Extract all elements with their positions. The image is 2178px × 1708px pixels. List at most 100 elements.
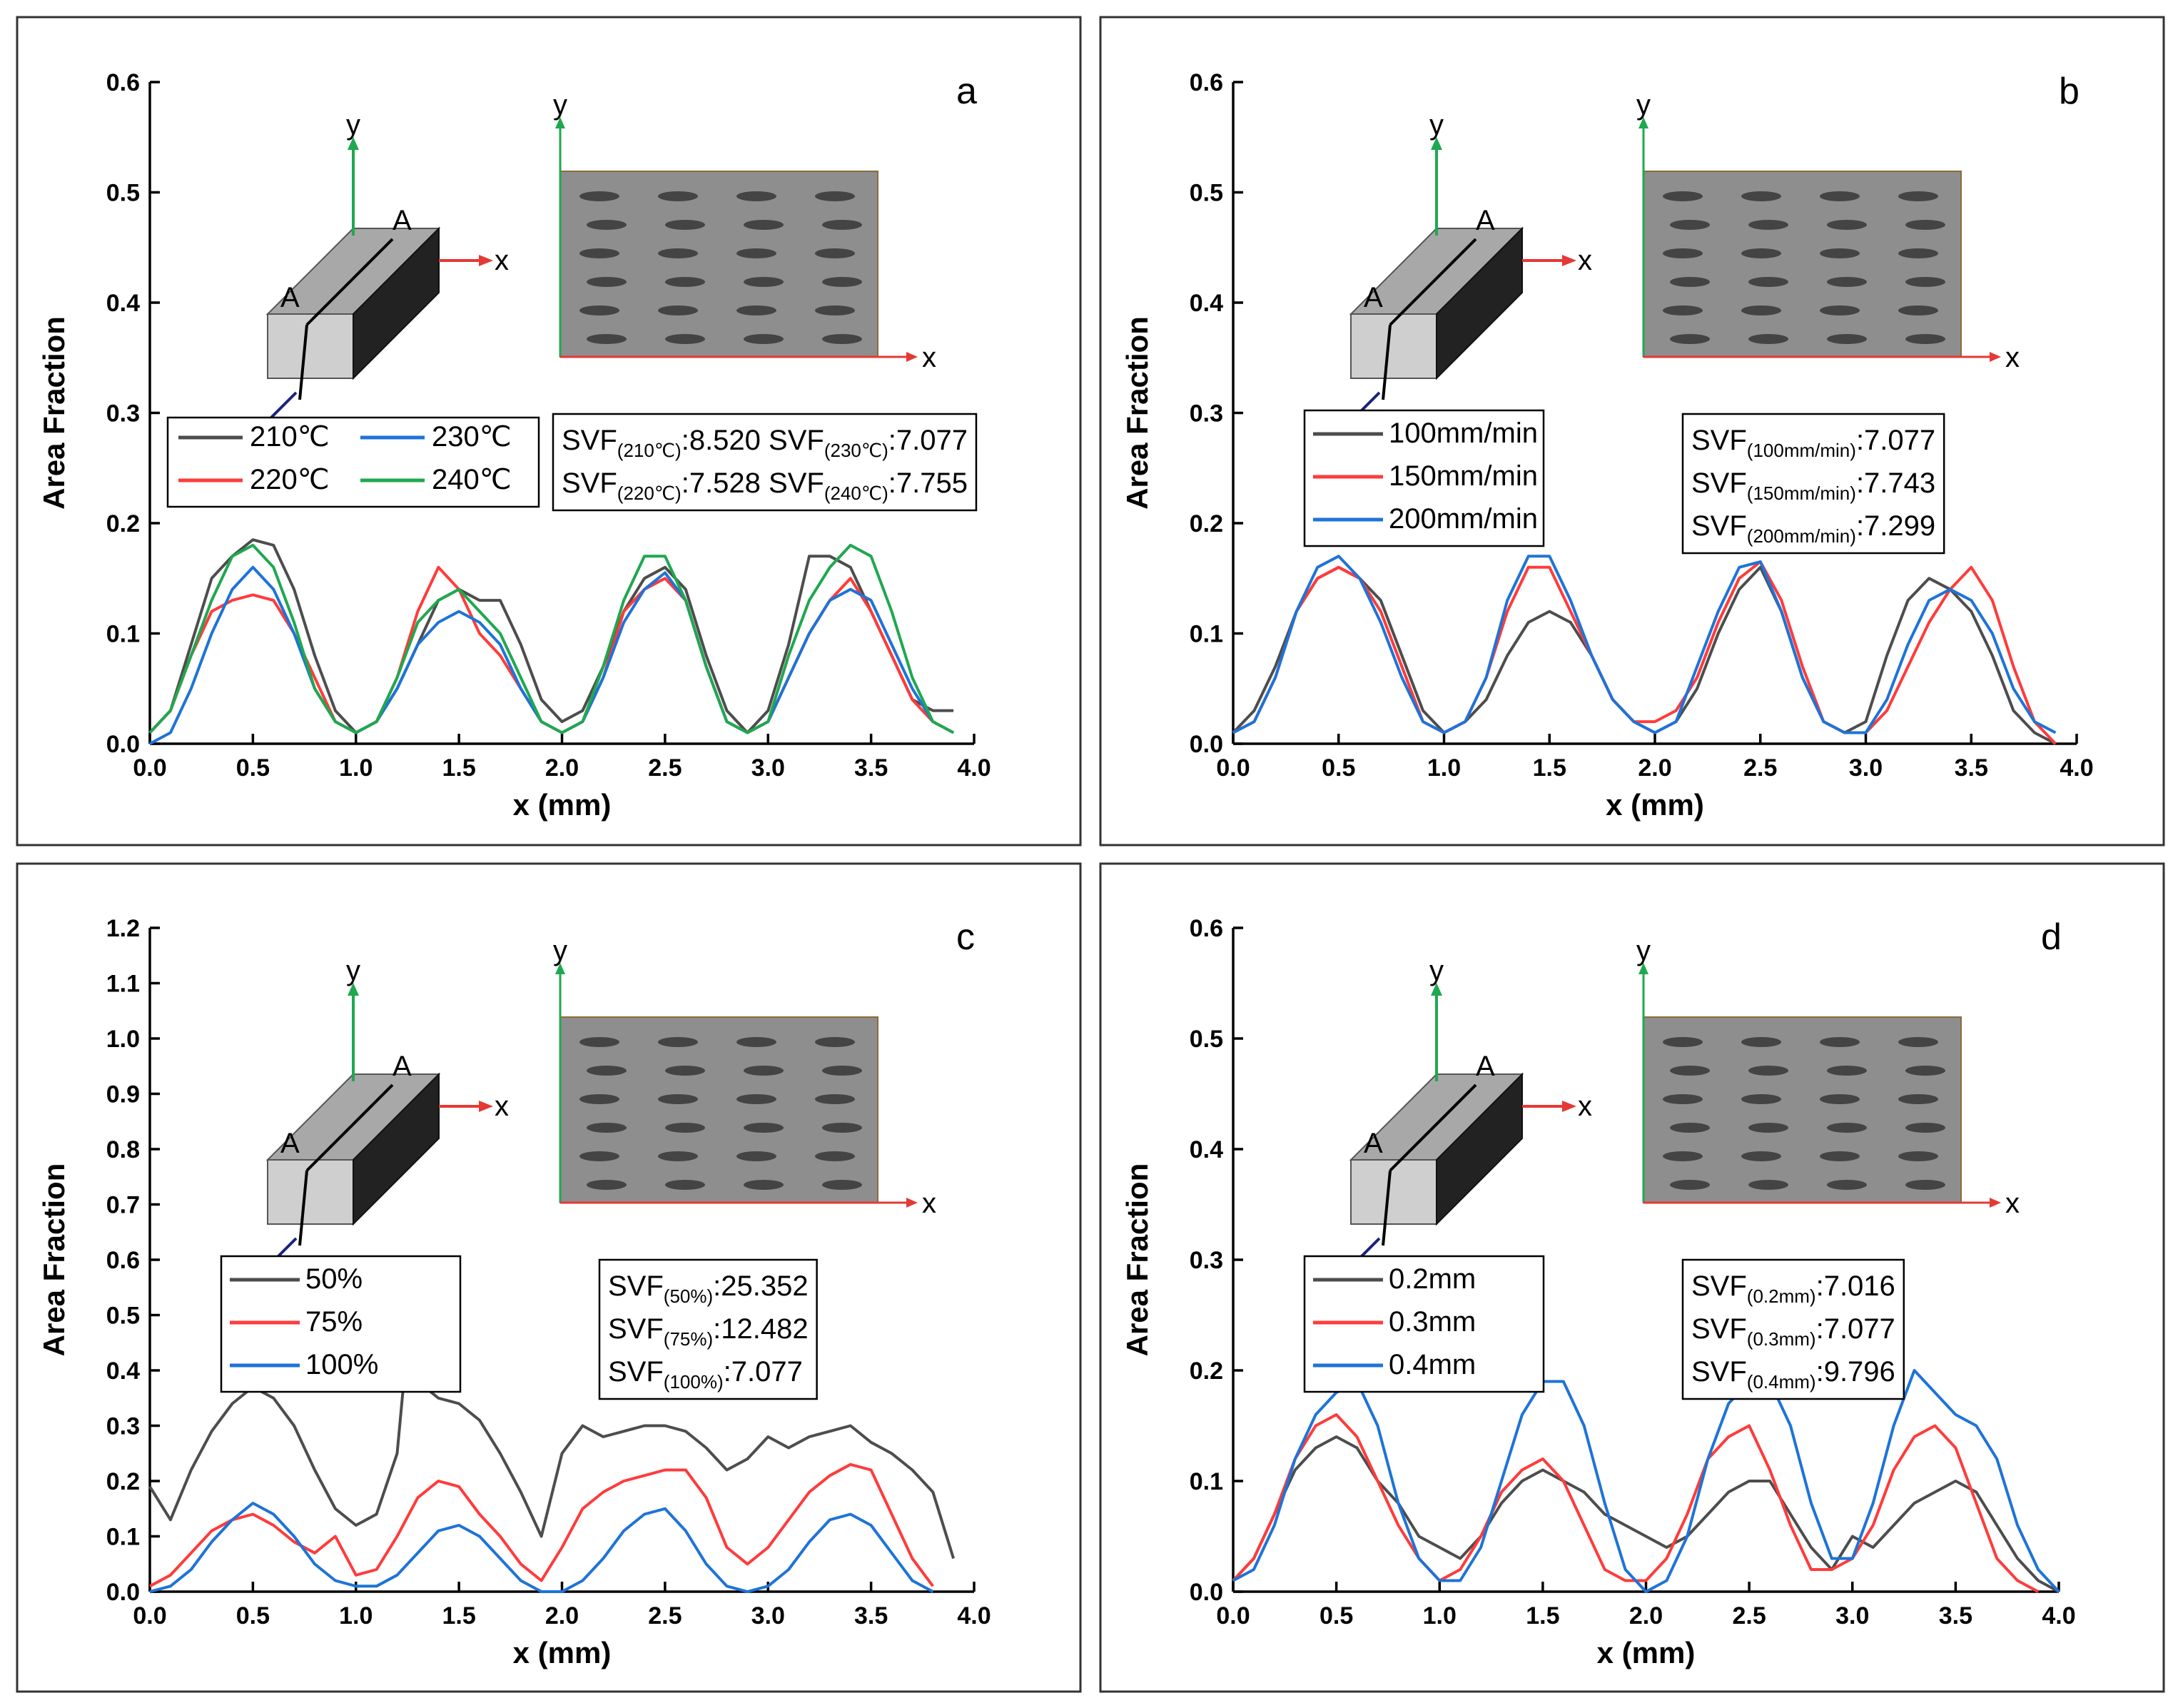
x-axis-label: x — [1578, 1091, 1592, 1122]
pore-mark — [665, 1066, 705, 1076]
panel-frame — [1099, 16, 2165, 847]
section-label-a: A — [280, 1128, 300, 1159]
pore-mark — [815, 248, 855, 258]
series-line — [148, 543, 955, 734]
pore-mark — [579, 1151, 619, 1161]
block-front-face — [267, 1159, 354, 1225]
svf-line: SVF(50%):25.352 — [608, 1270, 809, 1307]
pore-mark — [1898, 1151, 1938, 1161]
svf-value: :7.743 — [1856, 468, 1935, 499]
svf-line: SVF(200mm/min):7.299 — [1691, 510, 1935, 547]
y-tick-label: 0.9 — [106, 1081, 140, 1108]
pore-mark — [1748, 220, 1788, 230]
pore-mark — [815, 1094, 855, 1104]
micrograph-x-label: x — [2005, 1188, 2020, 1219]
pore-mark — [1898, 305, 1938, 315]
x-axis-arrowhead — [479, 255, 493, 266]
pore-mark — [1827, 1123, 1867, 1133]
pore-mark — [744, 277, 784, 287]
x-tick-label: 0.0 — [133, 1602, 166, 1629]
pore-mark — [579, 248, 619, 258]
section-line — [305, 238, 394, 326]
panel-letter: a — [956, 71, 977, 112]
legend-label: 75% — [305, 1306, 363, 1338]
micrograph-x-arrowhead — [1990, 352, 2001, 362]
pore-mark — [587, 1123, 627, 1133]
micrograph-y-label: y — [553, 89, 567, 121]
micrograph-image — [1643, 1016, 1962, 1203]
series-line — [149, 565, 955, 745]
series-line — [1232, 1369, 2060, 1593]
pore-mark — [1905, 1066, 1945, 1076]
y-tick-label: 0.3 — [106, 400, 140, 428]
block-front-face — [1350, 1159, 1437, 1225]
y-tick-label: 0.1 — [1190, 621, 1223, 648]
legend-label: 240℃ — [432, 464, 512, 495]
legend: 0.2mm 0.3mm 0.4mm — [1303, 1255, 1545, 1393]
micrograph-x-arrowhead — [906, 1198, 918, 1208]
x-tick-label: 1.0 — [339, 754, 373, 782]
svf-line: SVF(210℃):8.520 SVF(230℃):7.077 — [562, 425, 968, 461]
pore-mark — [1663, 191, 1703, 201]
svf-value: :12.482 — [713, 1313, 808, 1345]
micrograph-inset: yx — [1636, 89, 2020, 373]
svf-label: SVF — [1691, 468, 1747, 499]
pore-mark — [665, 277, 705, 287]
svf-value: :7.528 — [682, 468, 761, 499]
y-axis-label: y — [1429, 109, 1444, 141]
y-tick-label: 0.4 — [106, 1358, 140, 1385]
y-tick-label: 0.5 — [106, 1303, 140, 1330]
svf-subscript: (100mm/min) — [1747, 440, 1856, 461]
x-tick-label: 2.0 — [1629, 1602, 1663, 1629]
x-tick-label: 1.5 — [442, 1602, 475, 1629]
pore-mark — [815, 1037, 855, 1047]
svf-value: :7.077 — [1856, 425, 1935, 456]
pore-mark — [587, 277, 627, 287]
y-tick-label: 0.6 — [106, 69, 140, 96]
legend-box — [166, 416, 540, 508]
pore-mark — [744, 220, 784, 230]
pore-mark — [1663, 1151, 1703, 1161]
panel-letter: c — [956, 916, 975, 958]
svf-value: :8.520 — [682, 425, 761, 456]
y-tick-label: 0.5 — [1190, 180, 1223, 207]
micrograph-x-arrowhead — [906, 352, 918, 362]
x-tick-label: 2.5 — [1743, 754, 1777, 782]
legend-label: 220℃ — [250, 464, 330, 495]
micrograph-image — [559, 171, 878, 358]
pore-mark — [1748, 1066, 1788, 1076]
section-line-drop — [1382, 1170, 1392, 1246]
x-tick-label: 3.5 — [854, 1602, 888, 1629]
pore-mark — [822, 1066, 862, 1076]
pore-mark — [1898, 248, 1938, 258]
y-tick-label: 0.7 — [106, 1192, 140, 1219]
svf-annotation: SVF(100mm/min):7.077SVF(150mm/min):7.743… — [1681, 413, 1945, 555]
y-axis-title: Area Fraction — [37, 316, 71, 510]
svf-label: SVF — [562, 425, 617, 456]
pore-mark — [658, 1094, 698, 1104]
x-tick-label: 3.5 — [1955, 754, 1988, 782]
y-axis-arrowhead — [348, 137, 359, 150]
x-tick-label: 3.0 — [751, 1602, 785, 1629]
pore-mark — [736, 1151, 776, 1161]
y-axis-arrowhead — [1431, 137, 1442, 150]
section-label-a: A — [1364, 1128, 1383, 1159]
y-tick-label: 0.3 — [1190, 400, 1223, 428]
pore-mark — [1827, 334, 1867, 344]
y-tick-label: 0.6 — [1190, 69, 1223, 96]
pore-mark — [1898, 1094, 1938, 1104]
legend-label: 230℃ — [432, 421, 512, 453]
y-tick-label: 0.0 — [106, 731, 140, 758]
pore-mark — [1741, 1094, 1781, 1104]
svf-label: SVF — [608, 1313, 664, 1345]
y-axis-label: y — [346, 955, 360, 986]
y-tick-label: 0.6 — [1190, 915, 1223, 942]
pore-mark — [1827, 1066, 1867, 1076]
x-axis-label: x — [495, 245, 509, 276]
panel-frame — [16, 16, 1082, 847]
block-side-face — [1436, 226, 1523, 380]
x-tick-label: 3.0 — [1849, 754, 1883, 782]
x-tick-label: 3.0 — [751, 754, 785, 782]
pore-mark — [1905, 1180, 1945, 1190]
pore-mark — [1670, 1123, 1710, 1133]
